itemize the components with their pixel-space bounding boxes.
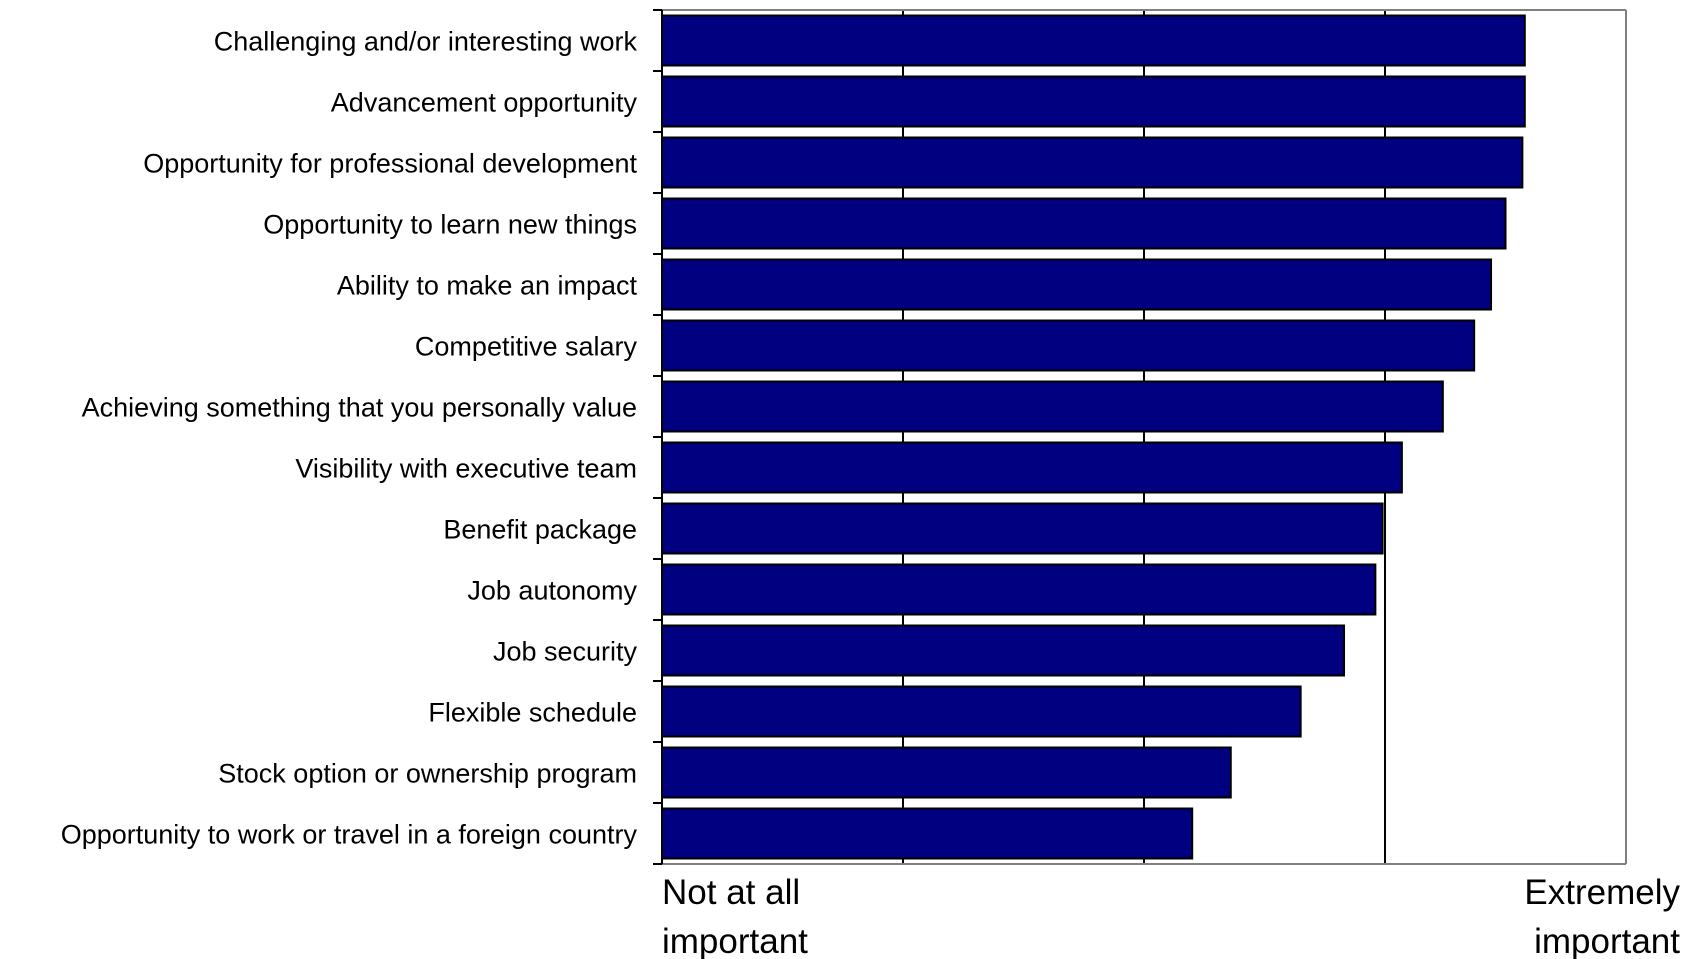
axes [653, 9, 1627, 865]
category-label-6: Achieving something that you personally … [82, 393, 637, 423]
category-label-2: Opportunity for professional development [143, 149, 637, 179]
category-label-9: Job autonomy [467, 576, 637, 606]
bar-2 [661, 136, 1524, 189]
category-label-13: Opportunity to work or travel in a forei… [61, 820, 638, 850]
bar-8 [661, 502, 1384, 555]
category-label-1: Advancement opportunity [331, 88, 638, 118]
bar-0 [661, 14, 1526, 67]
category-label-11: Flexible schedule [428, 698, 637, 728]
category-label-8: Benefit package [443, 515, 637, 545]
x-axis-end-labels: Not at all important Extremely important [662, 873, 1680, 959]
bar-11 [661, 685, 1302, 738]
category-label-5: Competitive salary [415, 332, 638, 362]
x-axis-low-label-line2: important [662, 922, 808, 959]
x-axis-high-label-line1: Extremely [1524, 873, 1680, 912]
category-label-7: Visibility with executive team [295, 454, 637, 484]
bar-13 [661, 807, 1194, 860]
category-label-12: Stock option or ownership program [218, 759, 637, 789]
bar-1 [661, 75, 1526, 128]
x-axis-low-label-line1: Not at all [662, 873, 800, 912]
bar-7 [661, 441, 1403, 494]
category-label-0: Challenging and/or interesting work [214, 27, 638, 57]
bar-12 [661, 746, 1232, 799]
bar-6 [661, 380, 1444, 433]
category-label-4: Ability to make an impact [337, 271, 638, 301]
bar-9 [661, 563, 1377, 616]
category-label-3: Opportunity to learn new things [263, 210, 637, 240]
bar-5 [661, 319, 1476, 372]
bar-4 [661, 258, 1493, 311]
category-label-10: Job security [493, 637, 638, 667]
category-labels: Challenging and/or interesting work Advan… [61, 27, 638, 850]
bar-10 [661, 624, 1346, 677]
bar-3 [661, 197, 1507, 250]
bars [661, 14, 1526, 860]
x-axis-high-label-line2: important [1534, 922, 1680, 959]
